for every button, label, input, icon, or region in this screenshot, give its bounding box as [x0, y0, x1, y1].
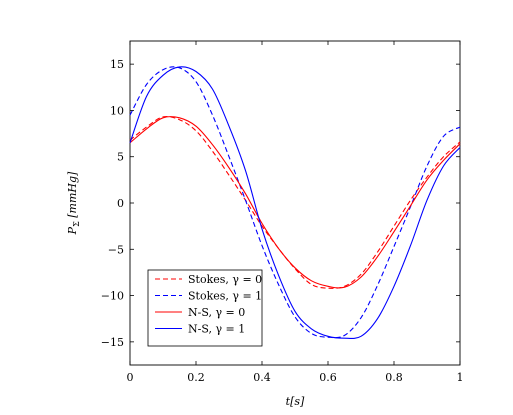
x-tick-label: 1 — [457, 371, 464, 384]
legend-label-2: N-S, γ = 0 — [188, 306, 245, 319]
y-axis-label-main: P — [66, 226, 79, 235]
series-line-0 — [129, 115, 461, 289]
legend-label-3: N-S, γ = 1 — [188, 323, 245, 336]
legend-box — [147, 269, 263, 347]
x-tick-label: 0.4 — [253, 371, 271, 384]
y-axis-label-unit: [mmHg] — [66, 171, 79, 221]
x-tick-label: 0 — [127, 371, 134, 384]
x-tick-label: 0.2 — [187, 371, 205, 384]
x-tick-label: 0.6 — [319, 371, 337, 384]
y-tick-label: 15 — [110, 58, 124, 71]
y-axis-label: PΣ [mmHg] — [66, 171, 81, 235]
y-tick-label: 5 — [117, 151, 124, 164]
legend-label-0: Stokes, γ = 0 — [188, 273, 262, 286]
legend: Stokes, γ = 0 Stokes, γ = 1 N-S, γ = 0 N-S,… — [147, 269, 263, 347]
legend-label-1: Stokes, γ = 1 — [188, 290, 262, 303]
x-axis-label: t[s] — [286, 395, 305, 408]
y-tick-label: 10 — [110, 104, 124, 117]
series-line-3 — [129, 66, 461, 339]
series-line-2 — [129, 116, 461, 289]
axes: 0 0.2 0.4 0.6 0.8 1 −15 −10 −5 0 5 10 15 — [101, 41, 464, 384]
x-tick-label: 0.8 — [385, 371, 403, 384]
y-tick-label: −5 — [108, 243, 124, 256]
y-tick-label: −10 — [101, 290, 124, 303]
series-lines — [129, 66, 461, 339]
y-axis-label-sub: Σ — [72, 221, 81, 227]
y-tick-label: −15 — [101, 336, 124, 349]
y-tick-label: 0 — [117, 197, 124, 210]
